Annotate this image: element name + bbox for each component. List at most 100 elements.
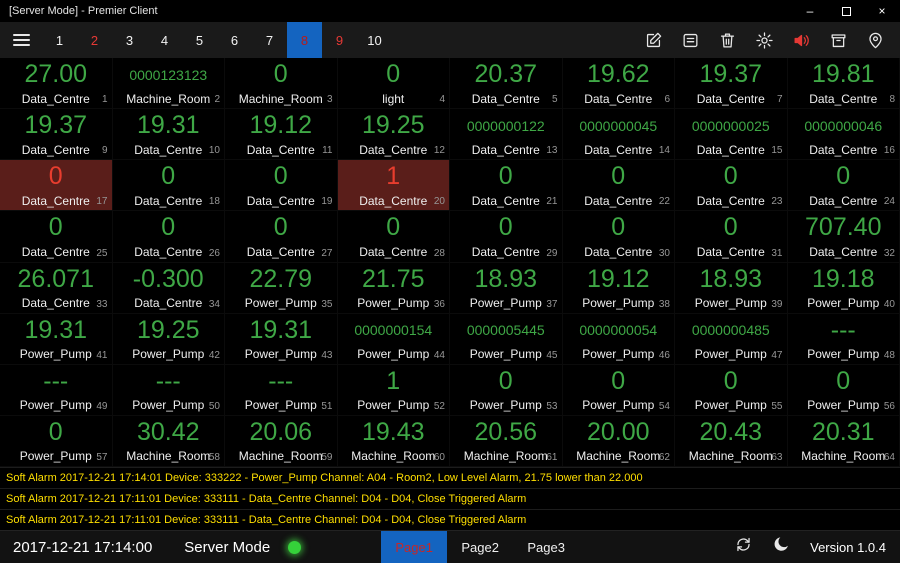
device-tab-9[interactable]: 9 [335, 32, 344, 48]
maximize-button[interactable] [828, 0, 864, 22]
channel-cell-59[interactable]: 20.06 Machine_Room 59 [225, 415, 338, 467]
channel-index: 29 [546, 247, 558, 259]
channel-cell-61[interactable]: 20.56 Machine_Room 61 [450, 415, 563, 467]
channel-cell-49[interactable]: --- Power_Pump 49 [0, 364, 113, 416]
channel-cell-18[interactable]: 0 Data_Centre 18 [112, 160, 225, 212]
device-tab-7[interactable]: 7 [265, 32, 274, 48]
channel-cell-47[interactable]: 0000000485 Power_Pump 47 [675, 313, 788, 365]
alarm-message[interactable]: Soft Alarm 2017-12-21 17:14:01 Device: 3… [0, 467, 900, 488]
archive-icon[interactable] [828, 30, 848, 50]
channel-cell-58[interactable]: 30.42 Machine_Room 58 [112, 415, 225, 467]
channel-cell-54[interactable]: 0 Power_Pump 54 [562, 364, 675, 416]
page-tab-page2[interactable]: Page2 [461, 539, 499, 555]
channel-cell-16[interactable]: 0000000046 Data_Centre 16 [787, 109, 900, 161]
channel-cell-20[interactable]: 1 Data_Centre 20 [337, 160, 450, 212]
delete-icon[interactable] [717, 30, 737, 50]
channel-cell-6[interactable]: 19.62 Data_Centre 6 [562, 58, 675, 110]
channel-cell-32[interactable]: 707.40 Data_Centre 32 [787, 211, 900, 263]
channel-cell-64[interactable]: 20.31 Machine_Room 64 [787, 415, 900, 467]
edit-icon[interactable] [643, 30, 663, 50]
channel-label: Power_Pump [694, 347, 767, 362]
channel-cell-34[interactable]: -0.300 Data_Centre 34 [112, 262, 225, 314]
channel-cell-53[interactable]: 0 Power_Pump 53 [450, 364, 563, 416]
night-mode-icon[interactable] [772, 535, 791, 559]
device-tab-6[interactable]: 6 [230, 32, 239, 48]
alarm-message[interactable]: Soft Alarm 2017-12-21 17:11:01 Device: 3… [0, 488, 900, 509]
channel-cell-25[interactable]: 0 Data_Centre 25 [0, 211, 113, 263]
minimize-button[interactable]: – [792, 0, 828, 22]
device-tab-3[interactable]: 3 [125, 32, 134, 48]
channel-cell-17[interactable]: 0 Data_Centre 17 [0, 160, 113, 212]
settings-icon[interactable] [754, 30, 774, 50]
page-tab-page3[interactable]: Page3 [527, 539, 565, 555]
channel-cell-56[interactable]: 0 Power_Pump 56 [787, 364, 900, 416]
channel-cell-11[interactable]: 19.12 Data_Centre 11 [225, 109, 338, 161]
channel-cell-13[interactable]: 0000000122 Data_Centre 13 [450, 109, 563, 161]
device-tab-1[interactable]: 1 [55, 32, 64, 48]
channel-cell-48[interactable]: --- Power_Pump 48 [787, 313, 900, 365]
channel-cell-4[interactable]: 0 light 4 [337, 58, 450, 110]
channel-cell-52[interactable]: 1 Power_Pump 52 [337, 364, 450, 416]
channel-cell-1[interactable]: 27.00 Data_Centre 1 [0, 58, 113, 110]
sound-icon[interactable] [791, 30, 811, 50]
channel-cell-43[interactable]: 19.31 Power_Pump 43 [225, 313, 338, 365]
channel-cell-55[interactable]: 0 Power_Pump 55 [675, 364, 788, 416]
location-icon[interactable] [865, 30, 885, 50]
channel-cell-22[interactable]: 0 Data_Centre 22 [562, 160, 675, 212]
channel-cell-57[interactable]: 0 Power_Pump 57 [0, 415, 113, 467]
channel-cell-23[interactable]: 0 Data_Centre 23 [675, 160, 788, 212]
channel-cell-26[interactable]: 0 Data_Centre 26 [112, 211, 225, 263]
channel-cell-42[interactable]: 19.25 Power_Pump 42 [112, 313, 225, 365]
channel-cell-5[interactable]: 20.37 Data_Centre 5 [450, 58, 563, 110]
channel-cell-15[interactable]: 0000000025 Data_Centre 15 [675, 109, 788, 161]
channel-cell-8[interactable]: 19.81 Data_Centre 8 [787, 58, 900, 110]
device-tab-5[interactable]: 5 [195, 32, 204, 48]
notes-icon[interactable] [680, 30, 700, 50]
close-button[interactable]: × [864, 0, 900, 22]
channel-cell-51[interactable]: --- Power_Pump 51 [225, 364, 338, 416]
channel-cell-44[interactable]: 0000000154 Power_Pump 44 [337, 313, 450, 365]
channel-cell-38[interactable]: 19.12 Power_Pump 38 [562, 262, 675, 314]
channel-cell-35[interactable]: 22.79 Power_Pump 35 [225, 262, 338, 314]
channel-cell-39[interactable]: 18.93 Power_Pump 39 [675, 262, 788, 314]
channel-cell-12[interactable]: 19.25 Data_Centre 12 [337, 109, 450, 161]
device-tab-10[interactable]: 10 [367, 32, 382, 48]
channel-index: 16 [883, 145, 895, 157]
alarm-message[interactable]: Soft Alarm 2017-12-21 17:11:01 Device: 3… [0, 509, 900, 530]
channel-cell-63[interactable]: 20.43 Machine_Room 63 [675, 415, 788, 467]
channel-cell-21[interactable]: 0 Data_Centre 21 [450, 160, 563, 212]
channel-cell-10[interactable]: 19.31 Data_Centre 10 [112, 109, 225, 161]
page-tab-page1[interactable]: Page1 [381, 531, 448, 563]
device-tab-8[interactable]: 8 [287, 22, 322, 58]
menu-button[interactable] [0, 22, 42, 58]
channel-cell-9[interactable]: 19.37 Data_Centre 9 [0, 109, 113, 161]
device-tab-2[interactable]: 2 [90, 32, 99, 48]
channel-cell-40[interactable]: 19.18 Power_Pump 40 [787, 262, 900, 314]
channel-cell-33[interactable]: 26.071 Data_Centre 33 [0, 262, 113, 314]
channel-cell-28[interactable]: 0 Data_Centre 28 [337, 211, 450, 263]
channel-cell-29[interactable]: 0 Data_Centre 29 [450, 211, 563, 263]
channel-cell-31[interactable]: 0 Data_Centre 31 [675, 211, 788, 263]
channel-cell-30[interactable]: 0 Data_Centre 30 [562, 211, 675, 263]
channel-cell-46[interactable]: 0000000054 Power_Pump 46 [562, 313, 675, 365]
channel-cell-50[interactable]: --- Power_Pump 50 [112, 364, 225, 416]
channel-label: Data_Centre [359, 193, 428, 208]
channel-cell-7[interactable]: 19.37 Data_Centre 7 [675, 58, 788, 110]
channel-cell-27[interactable]: 0 Data_Centre 27 [225, 211, 338, 263]
channel-value: 0000005445 [466, 322, 545, 339]
channel-cell-19[interactable]: 0 Data_Centre 19 [225, 160, 338, 212]
channel-cell-41[interactable]: 19.31 Power_Pump 41 [0, 313, 113, 365]
channel-cell-60[interactable]: 19.43 Machine_Room 60 [337, 415, 450, 467]
channel-cell-45[interactable]: 0000005445 Power_Pump 45 [450, 313, 563, 365]
channel-cell-14[interactable]: 0000000045 Data_Centre 14 [562, 109, 675, 161]
channel-cell-37[interactable]: 18.93 Power_Pump 37 [450, 262, 563, 314]
channel-value: 19.62 [586, 60, 650, 89]
channel-cell-2[interactable]: 0000123123 Machine_Room 2 [112, 58, 225, 110]
sync-icon[interactable] [734, 535, 753, 559]
channel-cell-24[interactable]: 0 Data_Centre 24 [787, 160, 900, 212]
channel-cell-62[interactable]: 20.00 Machine_Room 62 [562, 415, 675, 467]
channel-cell-3[interactable]: 0 Machine_Room 3 [225, 58, 338, 110]
channel-cell-36[interactable]: 21.75 Power_Pump 36 [337, 262, 450, 314]
channel-value: 19.37 [699, 60, 763, 89]
device-tab-4[interactable]: 4 [160, 32, 169, 48]
